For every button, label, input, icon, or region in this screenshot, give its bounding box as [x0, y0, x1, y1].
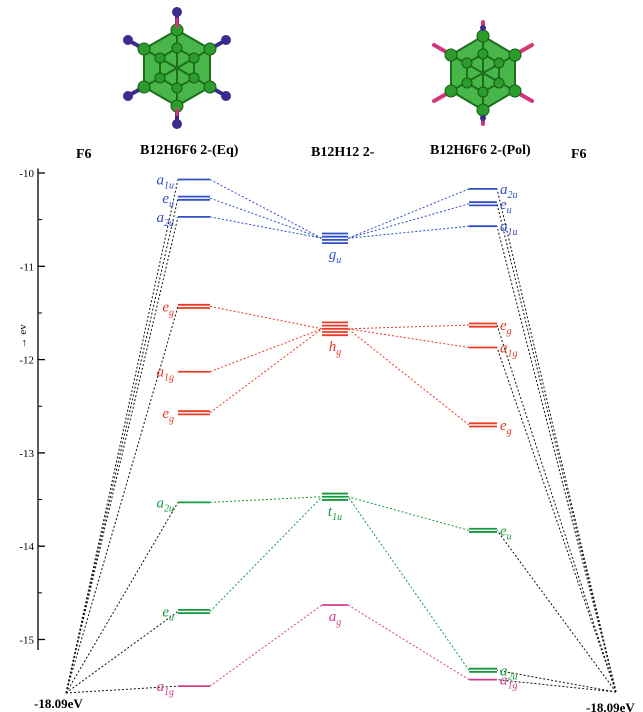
mo-connection-line — [348, 605, 469, 680]
level-label-subscript: g — [169, 414, 174, 425]
mo-connection-line — [210, 497, 322, 612]
level-label-symbol: a — [500, 340, 508, 356]
level-label-symbol: a — [157, 173, 165, 189]
f6-connection-line — [497, 347, 616, 692]
level-label-subscript: g — [507, 326, 512, 337]
f6-connection-line — [66, 180, 178, 693]
level-label-subscript: 1g — [164, 373, 174, 384]
level-label: eu — [162, 191, 174, 210]
y-axis-tick-label: -10 — [19, 168, 34, 180]
level-label-symbol: h — [329, 339, 337, 355]
level-label-subscript: 2u — [508, 190, 518, 201]
level-label-symbol: a — [500, 673, 508, 689]
f6-connection-line — [497, 325, 616, 692]
level-label: a1g — [500, 340, 518, 359]
f6-connection-line — [497, 530, 616, 692]
level-label-subscript: u — [336, 255, 341, 266]
level-label-subscript: g — [336, 347, 341, 358]
level-label-symbol: a — [157, 365, 165, 381]
f6-right-energy-label: -18.09eV — [586, 700, 635, 712]
f6-left-energy-label: -18.09eV — [34, 696, 83, 711]
level-labels: -18.09eV -18.09eVa1ueua2uega1gega2ueua1gg… — [34, 173, 635, 712]
level-label-subscript: u — [507, 205, 512, 216]
mo-connection-line — [348, 226, 469, 238]
level-label-subscript: 1u — [508, 227, 518, 238]
level-label-subscript: 1u — [164, 181, 174, 192]
level-label: gu — [329, 247, 342, 266]
level-label-subscript: g — [169, 307, 174, 318]
level-label-subscript: 1u — [332, 512, 342, 523]
level-label: eg — [500, 318, 512, 337]
level-label-subscript: 2u — [164, 503, 174, 514]
level-label: eg — [162, 406, 174, 425]
energy-axis: -10 -11 -12 -13 -14 -15 → ev — [17, 168, 45, 650]
mo-connection-line — [210, 217, 322, 238]
mo-connection-line — [210, 605, 322, 686]
f6-connection-line — [497, 204, 616, 692]
level-label-subscript: 1g — [508, 681, 518, 692]
y-axis-tick-label: -15 — [19, 635, 34, 647]
level-label-symbol: a — [500, 182, 508, 198]
level-label-subscript: u — [169, 199, 174, 210]
level-label-subscript: u — [507, 531, 512, 542]
level-label-subscript: 1g — [164, 687, 174, 698]
mo-connection-line — [210, 329, 322, 372]
mo-connection-line — [348, 325, 469, 329]
level-label-symbol: a — [157, 495, 165, 511]
y-axis-tick-label: -11 — [20, 261, 34, 273]
mo-connection-line — [210, 329, 322, 413]
mo-connection-line — [348, 329, 469, 425]
level-label: a1u — [157, 173, 175, 192]
level-label-subscript: 1g — [508, 348, 518, 359]
mo-connection-line — [348, 204, 469, 239]
y-axis-label: → ev — [17, 324, 29, 349]
level-label: a2u — [157, 495, 175, 514]
level-label-symbol: a — [157, 679, 165, 695]
mo-connection-line — [210, 497, 322, 503]
f6-connection-line — [66, 502, 178, 693]
level-label-subscript: 2u — [164, 218, 174, 229]
mo-connection-line — [348, 497, 469, 531]
y-axis-tick-label: -14 — [19, 541, 34, 553]
level-label: ag — [329, 609, 342, 628]
level-label-subscript: g — [336, 617, 341, 628]
level-label-subscript: g — [507, 426, 512, 437]
mo-connection-line — [210, 306, 322, 328]
level-label: a2u — [157, 210, 175, 229]
level-label: eg — [500, 418, 512, 437]
mo-connection-line — [348, 329, 469, 348]
f6-connection-line — [497, 189, 616, 692]
level-label: a1g — [157, 679, 175, 698]
level-label: a1g — [157, 365, 175, 384]
mo-connection-line — [348, 497, 469, 671]
level-label: eu — [500, 523, 512, 542]
level-label: eg — [162, 299, 174, 318]
y-axis-tick-label: -12 — [19, 355, 34, 367]
f6-connection-line — [66, 198, 178, 693]
level-label-symbol: a — [157, 210, 165, 226]
mo-connection-line — [210, 180, 322, 239]
level-label: hg — [329, 339, 342, 358]
level-label: a1u — [500, 219, 518, 238]
level-label: t1u — [328, 504, 342, 523]
f6-connection-line — [66, 217, 178, 693]
mo-connection-line — [348, 189, 469, 238]
y-axis-tick-label: -13 — [19, 448, 34, 460]
mo-connection-line — [210, 198, 322, 238]
level-label-symbol: a — [329, 609, 337, 625]
level-label: eu — [162, 605, 174, 624]
f6-connection-line — [497, 226, 616, 692]
level-label-symbol: a — [500, 219, 508, 235]
level-label-subscript: u — [169, 613, 174, 624]
